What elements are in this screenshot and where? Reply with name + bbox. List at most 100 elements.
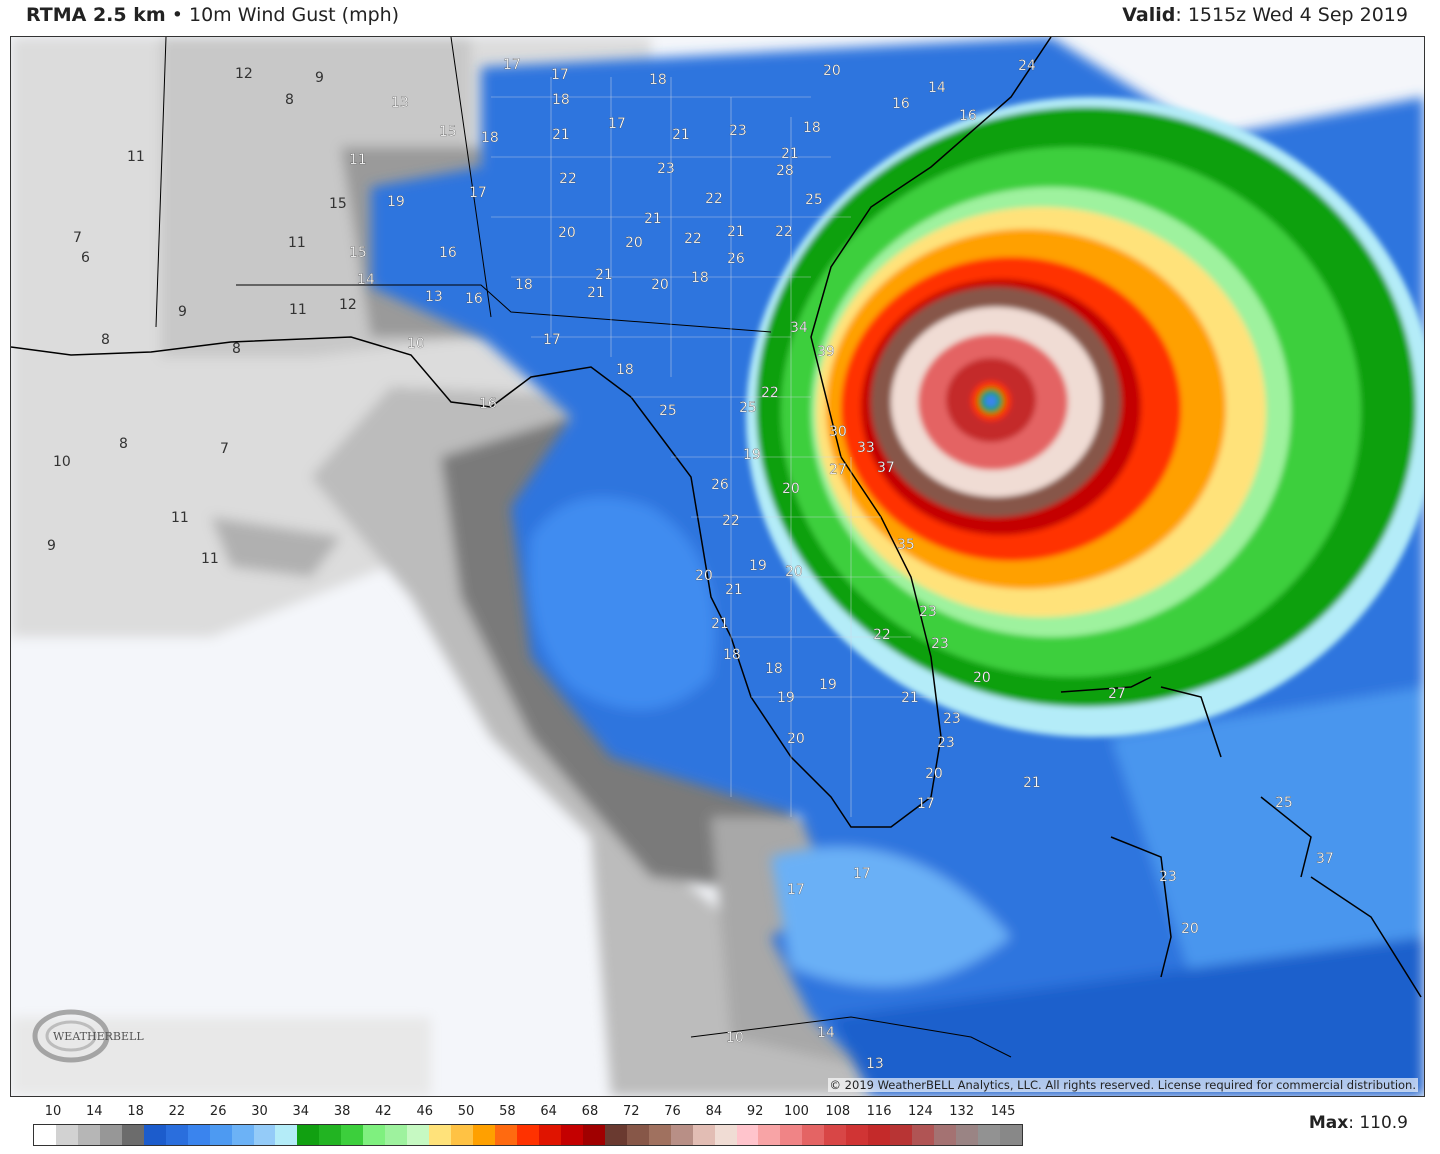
legend-swatch [999,1125,1022,1145]
station-value: 23 [919,604,937,620]
legend-tick: 68 [581,1104,599,1119]
legend-tick: 124 [907,1104,933,1119]
station-value: 18 [515,277,533,293]
station-value: 26 [727,251,745,267]
legend-swatch [912,1125,935,1145]
station-value: 20 [651,277,669,293]
station-value: 10 [53,454,71,470]
legend-swatch [253,1125,276,1145]
legend-tick: 34 [292,1104,310,1119]
legend-swatch [143,1125,166,1145]
legend-swatch [363,1125,386,1145]
station-value: 17 [543,332,561,348]
max-value: Max: 110.9 [1308,1113,1408,1133]
legend-tick: 145 [990,1104,1016,1119]
legend-swatch [55,1125,78,1145]
station-value: 18 [765,661,783,677]
station-value: 20 [785,564,803,580]
legend-tick: 30 [251,1104,268,1119]
station-value: 25 [659,403,677,419]
legend-tick: 132 [949,1104,975,1119]
legend-tick: 76 [664,1104,681,1119]
legend-swatch [121,1125,144,1145]
legend-swatch [692,1125,715,1145]
station-value: 22 [705,191,723,207]
station-value: 12 [339,297,357,313]
legend-tick: 26 [209,1104,227,1119]
station-value: 14 [817,1025,835,1041]
station-value: 20 [558,225,576,241]
station-value: 11 [349,152,367,168]
station-value: 15 [329,196,347,212]
station-value: 8 [101,332,110,348]
legend-swatch [648,1125,671,1145]
station-value: 18 [691,270,709,286]
station-value: 7 [73,230,82,246]
station-value: 23 [1159,869,1177,885]
station-value: 11 [288,235,306,251]
station-value: 23 [657,161,675,177]
station-value: 21 [595,267,613,283]
station-value: 19 [387,194,405,210]
station-value: 21 [711,616,729,632]
legend-swatch [297,1125,320,1145]
station-value: 16 [959,108,977,124]
station-value: 16 [479,396,497,412]
legend-tick: 10 [44,1104,62,1119]
weatherbell-logo: WEATHERBELL [32,1009,144,1063]
station-value: 23 [937,735,955,751]
legend-swatch [890,1125,913,1145]
station-value: 21 [672,127,690,143]
legend-swatch [231,1125,254,1145]
legend-swatch [956,1125,978,1145]
legend-swatch [802,1125,825,1145]
legend-swatch [385,1125,408,1145]
hurricane-dorian-wind-field [746,97,1424,737]
station-value: 11 [289,302,307,318]
legend-tick: 22 [168,1104,186,1119]
station-value: 35 [897,537,915,553]
station-value: 20 [782,481,800,497]
station-value: 18 [552,92,570,108]
legend-swatch [670,1125,693,1145]
station-value: 18 [616,362,634,378]
station-value: 8 [285,92,294,108]
station-value: 21 [552,127,570,143]
map-canvas: 12 9 8 13 15 11 11 15 19 17 18 7 6 11 15 16 14 13 16 12 11 9 8… [11,37,1424,1096]
legend-tick: 38 [333,1104,351,1119]
station-value: 27 [829,462,847,478]
legend-tick: 108 [825,1104,851,1119]
station-value: 17 [551,67,569,83]
station-value: 13 [391,95,409,111]
legend-swatch [34,1125,56,1145]
legend-tick: 100 [784,1104,809,1119]
station-value: 39 [817,344,835,360]
legend-color-bar [33,1124,1023,1146]
legend-swatch [560,1125,583,1145]
station-value: 20 [823,63,841,79]
station-value: 19 [819,677,837,693]
station-value: 19 [749,558,767,574]
wind-gust-map[interactable]: 12 9 8 13 15 11 11 15 19 17 18 7 6 11 15 16 14 13 16 12 11 9 8… [10,36,1425,1097]
valid-time: Valid: 1515z Wed 4 Sep 2019 [1122,4,1408,26]
coastlines [11,37,1422,1058]
valid-label: Valid [1122,4,1176,26]
station-value: 12 [235,66,253,82]
station-value: 17 [917,796,935,812]
station-value: 13 [866,1056,884,1072]
legend-swatch [582,1125,605,1145]
station-value: 16 [465,291,483,307]
station-value: 19 [777,690,795,706]
station-value: 10 [407,336,425,352]
station-value: 9 [315,70,324,86]
legend-swatch [977,1125,1000,1145]
legend-swatch [275,1125,298,1145]
legend-swatch [868,1125,891,1145]
legend-swatch [341,1125,364,1145]
legend-swatch [780,1125,803,1145]
station-value: 22 [684,231,702,247]
legend-swatch [77,1125,100,1145]
station-value: 23 [943,711,961,727]
legend-tick: 116 [866,1104,892,1119]
legend-swatch [736,1125,759,1145]
